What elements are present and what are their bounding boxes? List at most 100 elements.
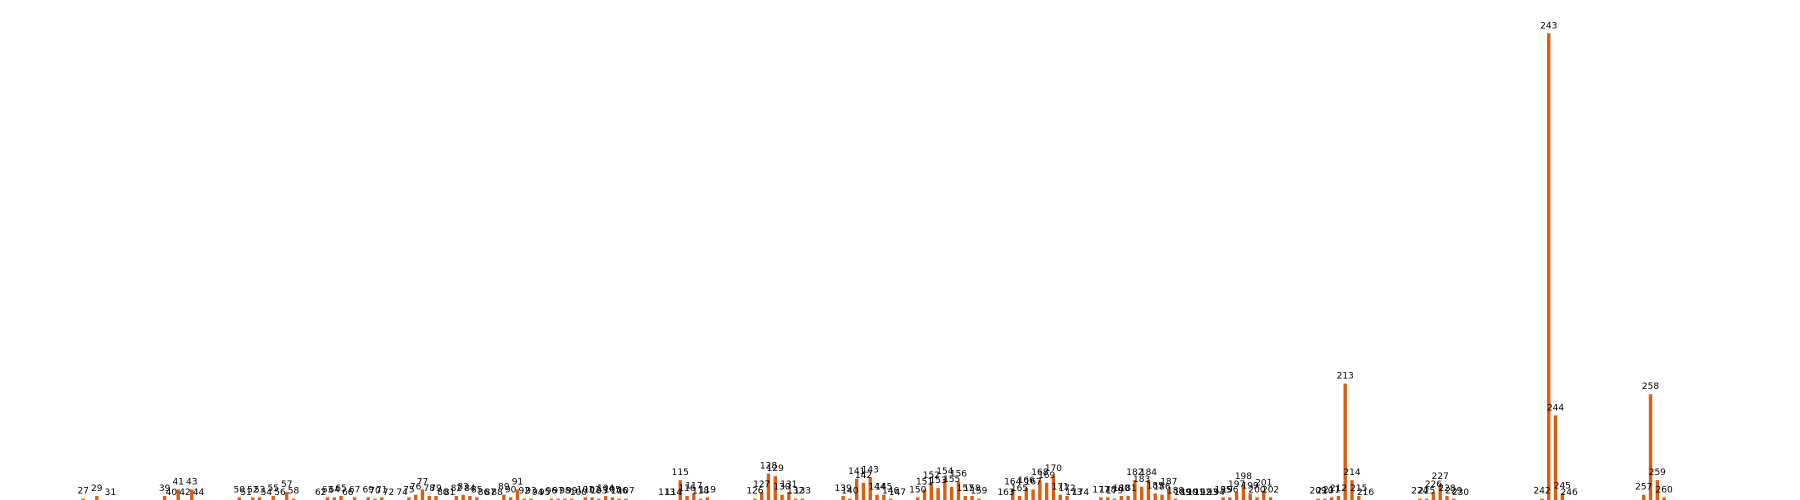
bar-199 [1248, 493, 1252, 500]
bar-label-142: 142 [855, 471, 872, 481]
bar-141 [854, 478, 859, 500]
bar-105 [610, 497, 615, 500]
bar-177 [1099, 497, 1103, 500]
bar-198 [1241, 484, 1246, 500]
bar-label-29: 29 [91, 484, 103, 494]
bar-label-182: 182 [1126, 468, 1143, 478]
bar-89 [502, 494, 506, 500]
bar-158 [970, 496, 974, 500]
bar-209 [1316, 498, 1320, 500]
bar-71 [380, 497, 384, 500]
bar-label-79: 79 [430, 484, 442, 494]
bar-187 [1167, 489, 1171, 500]
bar-119 [705, 497, 710, 500]
bar-153 [936, 488, 940, 500]
bar-label-113: 113 [658, 488, 675, 498]
bar-145 [882, 494, 886, 500]
bar-170 [1051, 476, 1056, 500]
bar-154 [943, 478, 947, 500]
bar-label-52: 52 [247, 485, 258, 495]
bar-label-77: 77 [417, 477, 428, 487]
bar-212 [1336, 496, 1341, 500]
bar-180 [1119, 496, 1123, 500]
bar-201 [1262, 490, 1266, 500]
bar-29 [95, 496, 99, 500]
bar-label-106: 106 [611, 487, 628, 497]
bar-156 [956, 481, 961, 500]
bar-label-244: 244 [1547, 403, 1564, 413]
bar-63 [325, 497, 330, 500]
bar-label-140: 140 [841, 487, 858, 497]
bar-196 [1228, 497, 1232, 500]
bar-197 [1234, 492, 1239, 500]
bar-label-54: 54 [261, 488, 273, 498]
bar-label-72: 72 [383, 488, 394, 498]
bar-label-186: 186 [1153, 483, 1170, 493]
bar-82 [454, 496, 459, 500]
bar-245 [1560, 493, 1565, 500]
bar-label-103: 103 [590, 487, 607, 497]
bar-label-227: 227 [1432, 472, 1449, 482]
bar-label-229: 229 [1445, 487, 1462, 497]
bar-label-132: 132 [787, 487, 804, 497]
bar-label-53: 53 [254, 485, 265, 495]
bar-229 [1452, 498, 1456, 500]
bar-243 [1547, 33, 1551, 500]
bar-label-181: 181 [1119, 484, 1136, 494]
bar-label-71: 71 [376, 485, 387, 495]
bar-107 [624, 498, 628, 500]
bar-202 [1268, 497, 1273, 500]
bar-label-172: 172 [1058, 484, 1075, 494]
bar-172 [1065, 496, 1069, 500]
bar-140 [848, 498, 852, 500]
bar-label-165: 165 [1011, 484, 1028, 494]
bar-224 [1418, 498, 1422, 500]
bar-258 [1648, 394, 1653, 500]
bar-label-58: 58 [288, 487, 300, 497]
bar-label-164: 164 [1004, 477, 1021, 487]
bar-label-200: 200 [1248, 485, 1265, 495]
bar-27 [81, 498, 85, 500]
bar-label-152: 152 [923, 471, 940, 481]
bar-157 [963, 496, 967, 500]
bar-label-190: 190 [1181, 488, 1198, 498]
bar-label-127: 127 [753, 480, 770, 490]
bar-label-96: 96 [546, 487, 558, 497]
bar-179 [1112, 498, 1117, 500]
bar-128 [766, 473, 771, 500]
bar-211 [1329, 497, 1334, 500]
bar-label-51: 51 [240, 488, 251, 498]
bar-label-199: 199 [1242, 481, 1259, 491]
bar-43 [190, 489, 194, 500]
bar-101 [583, 497, 587, 500]
bar-label-198: 198 [1235, 472, 1252, 482]
bar-label-104: 104 [597, 484, 614, 494]
bar-116 [685, 496, 689, 500]
bar-70 [373, 498, 377, 500]
bar-115 [678, 480, 682, 500]
bar-label-116: 116 [678, 484, 695, 494]
bar-label-126: 126 [746, 487, 763, 497]
bar-label-257: 257 [1635, 483, 1652, 493]
bar-151 [922, 489, 927, 500]
bar-label-194: 194 [1208, 488, 1225, 498]
bar-259 [1655, 480, 1660, 500]
bar-131 [787, 492, 791, 500]
bar-label-212: 212 [1330, 484, 1347, 494]
bar-label-214: 214 [1343, 468, 1360, 478]
bar-93 [529, 498, 533, 500]
bar-label-114: 114 [665, 488, 682, 498]
bar-label-242: 242 [1533, 487, 1550, 497]
bar-242 [1540, 498, 1544, 500]
bar-label-90: 90 [505, 485, 517, 495]
bar-181 [1126, 496, 1130, 500]
bar-series [81, 33, 1666, 500]
bar-label-151: 151 [916, 477, 933, 487]
bar-label-43: 43 [186, 477, 197, 487]
bar-85 [475, 497, 479, 500]
bar-label-185: 185 [1147, 481, 1164, 491]
bar-label-78: 78 [424, 484, 436, 494]
bar-label-82: 82 [451, 484, 462, 494]
bar-label-55: 55 [267, 484, 278, 494]
bar-84 [468, 496, 472, 500]
